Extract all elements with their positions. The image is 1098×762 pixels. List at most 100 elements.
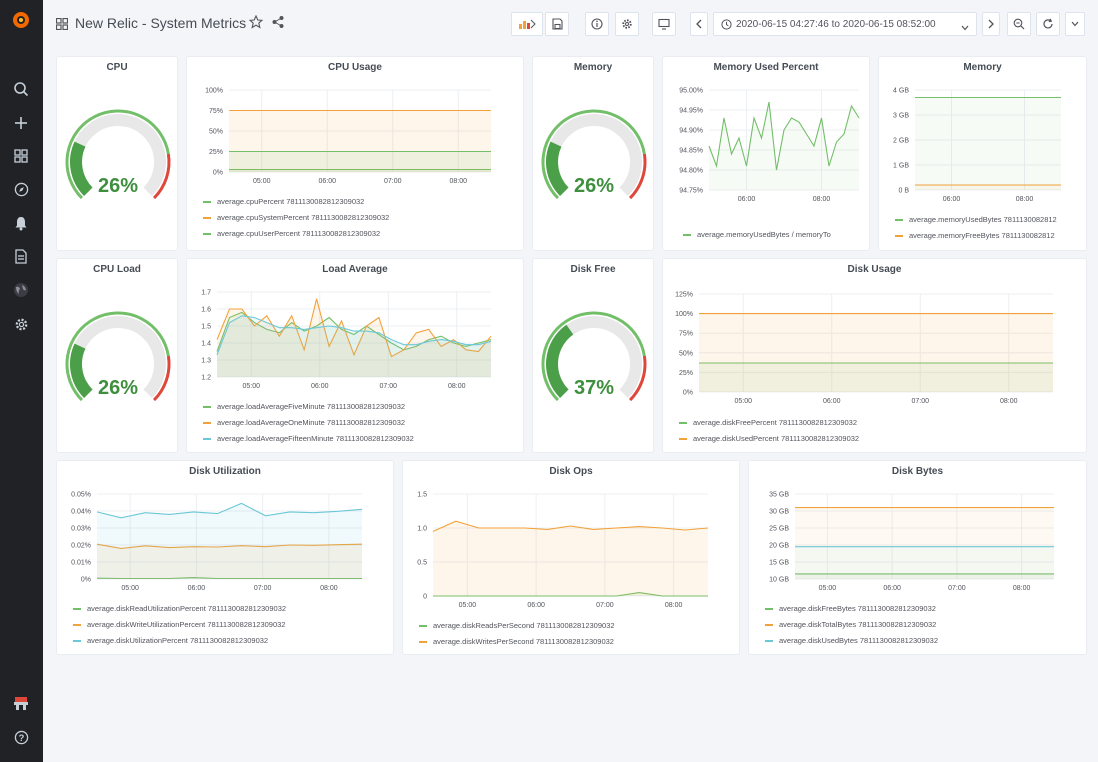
panel-memory-used-percent[interactable]: Memory Used Percent 95.00% 94.95% 94.90% 94… [662,56,870,251]
x-tick-label: 08:00 [1016,196,1034,203]
legend-swatch [203,422,211,424]
legend-item[interactable]: average.cpuSystemPercent 781113008281230… [203,210,389,226]
gear-icon[interactable] [10,313,32,335]
dashboards-icon[interactable] [10,145,32,167]
y-tick-label: 1.5 [417,492,427,499]
series-area [217,312,491,377]
legend-item[interactable]: average.cpuPercent 7811130082812309032 [203,194,389,210]
legend-item[interactable]: average.diskTotalBytes 78111300828123090… [765,617,938,633]
legend-item[interactable]: average.loadAverageFifteenMinute 7811130… [203,431,414,447]
legend-label: average.diskReadsPerSecond 7811130082812… [433,621,615,630]
series-line [96,543,363,549]
legend-item[interactable]: average.diskFreePercent 7811130082812309… [679,415,859,431]
reports-icon[interactable] [10,245,32,267]
y-tick-label: 0 [423,594,427,601]
gauge-dial [541,109,647,200]
legend-item[interactable]: average.loadAverageFiveMinute 7811130082… [203,399,414,415]
explore-icon[interactable] [10,178,32,200]
series-area [915,185,1061,190]
gauge-threshold-critical [152,355,171,402]
legend-label: average.diskWriteUtilizationPercent 7811… [87,620,286,629]
dashboard-title[interactable]: New Relic - System Metrics [75,15,247,31]
series-area [229,169,491,172]
legend-item[interactable]: average.diskUsedBytes 781113008281230903… [765,633,938,649]
legend: average.diskFreePercent 7811130082812309… [679,415,859,447]
gauge-dial [65,109,171,200]
legend-item[interactable]: average.memoryUsedBytes 7811130082812 [895,212,1057,228]
legend: average.memoryUsedBytes 7811130082812 ave… [895,212,1057,244]
panel-disk-usage[interactable]: Disk Usage 125% 100% 75% 50% 25% 0% 05:00 06:00… [662,258,1087,453]
refresh-button[interactable] [1036,12,1060,36]
y-tick-label: 0.03% [71,526,91,533]
time-back-button[interactable] [690,12,708,36]
legend: average.cpuPercent 7811130082812309032 av… [203,194,389,242]
legend-item[interactable]: average.diskFreeBytes 781113008281230903… [765,601,938,617]
plus-icon[interactable] [10,112,32,134]
legend-item[interactable]: average.diskReadsPerSecond 7811130082812… [419,618,615,634]
save-dashboard-button[interactable] [545,12,569,36]
panel-disk-ops[interactable]: Disk Ops 1.5 1.0 0.5 0 05:00 06:00 07:00 08:00 … [402,460,740,655]
tv-mode-button[interactable] [652,12,676,36]
add-panel-button[interactable] [511,12,543,36]
legend-swatch [203,406,211,408]
legend-label: average.cpuUserPercent 78111300828123090… [217,229,381,238]
alerting-icon[interactable] [10,212,32,234]
panel-load-average[interactable]: Load Average 1.7 1.6 1.5 1.4 1.3 1.2 05:00 06:0… [186,258,524,453]
legend-item[interactable]: average.cpuUserPercent 78111300828123090… [203,226,389,242]
series-area [217,298,491,377]
legend-label: average.loadAverageFiveMinute 7811130082… [217,402,406,411]
legend-item[interactable]: average.memoryFreeBytes 7811130082812 [895,228,1057,244]
settings-button[interactable] [615,12,639,36]
panel-disk-free-gauge[interactable]: Disk Free 37% [532,258,654,453]
panel-disk-bytes[interactable]: Disk Bytes 35 GB 30 GB 25 GB 20 GB 15 GB 10 G… [748,460,1087,655]
panel-cpu-load-gauge[interactable]: CPU Load 26% [56,258,178,453]
panel-title: CPU Load [93,264,141,275]
series-area [229,110,491,172]
panel-memory-gauge[interactable]: Memory 26% [532,56,654,251]
time-range-picker[interactable]: 2020-06-15 04:27:46 to 2020-06-15 08:52:… [713,12,977,36]
gauge-threshold-critical [152,153,171,200]
legend-item[interactable]: average.memoryUsedBytes / memoryTo [683,227,831,243]
zoom-out-button[interactable] [1007,12,1031,36]
legend-item[interactable]: average.diskWritesPerSecond 781113008281… [419,634,615,650]
panel-memory-bytes[interactable]: Memory 4 GB 3 GB 2 GB 1 GB 0 B 06:00 08:00 ave… [878,56,1087,251]
legend-swatch [895,219,903,221]
legend-item[interactable]: average.diskReadUtilizationPercent 78111… [73,601,286,617]
search-icon[interactable] [10,78,32,100]
panel-disk-utilization[interactable]: Disk Utilization 0.05% 0.04% 0.03% 0.02% 0.0… [56,460,394,655]
series-area [795,507,1054,579]
panel-title: Memory [573,62,613,73]
legend-item[interactable]: average.diskUsedPercent 7811130082812309… [679,431,859,447]
x-tick-label: 06:00 [527,602,545,609]
help-icon[interactable]: ? [10,726,32,748]
share-icon[interactable] [271,15,285,34]
grafana-logo-icon[interactable] [10,9,32,31]
series-area [217,315,491,377]
x-tick-label: 06:00 [738,196,756,203]
legend: average.memoryUsedBytes / memoryTo [683,227,831,243]
gauge-threshold-critical [628,355,647,402]
panel-cpu-usage[interactable]: CPU Usage 100% 75% 50% 25% 0% 05:00 06:00 07:00… [186,56,524,251]
time-forward-button[interactable] [982,12,1000,36]
legend-item[interactable]: average.diskWriteUtilizationPercent 7811… [73,617,286,633]
info-button[interactable] [585,12,609,36]
series-line [433,592,708,597]
chart-load-average: 1.7 1.6 1.5 1.4 1.3 1.2 05:00 06:00 07:00 08:00 [201,290,492,390]
user-avatar-icon[interactable] [10,693,32,715]
gauge-threshold-ok [541,109,646,200]
legend-item[interactable]: average.loadAverageOneMinute 78111300828… [203,415,414,431]
legend-item[interactable]: average.diskUtilizationPercent 781113008… [73,633,286,649]
panel-cpu-gauge[interactable]: CPU 26% [56,56,178,251]
refresh-interval-dropdown[interactable] [1065,12,1085,36]
x-tick-label: 07:00 [911,398,929,405]
legend-swatch [765,624,773,626]
x-tick-label: 05:00 [242,383,260,390]
x-tick-label: 08:00 [1000,398,1018,405]
y-tick-label: 25 GB [769,526,789,533]
star-icon[interactable] [248,14,264,34]
x-tick-label: 07:00 [254,585,272,592]
legend-label: average.diskWritesPerSecond 781113008281… [433,637,614,646]
globe-icon[interactable] [10,279,32,301]
sidebar: ? [0,0,43,762]
gauge-fill [546,324,574,398]
